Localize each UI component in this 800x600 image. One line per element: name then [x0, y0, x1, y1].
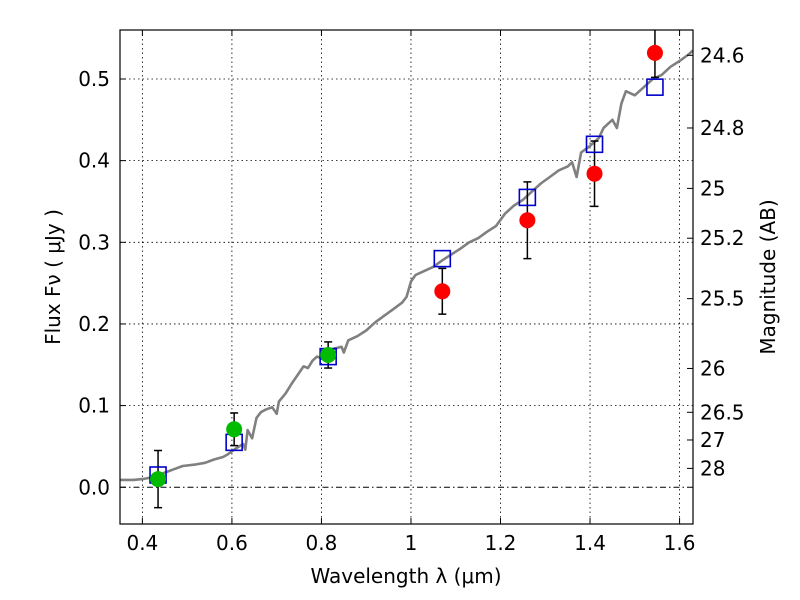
green-point: [320, 346, 337, 363]
green-point: [150, 471, 167, 488]
model-square: [646, 78, 664, 96]
data-marks: [149, 30, 664, 509]
x-tick-label: 1.6: [664, 531, 696, 555]
red-point: [434, 283, 451, 300]
model-square: [433, 249, 452, 268]
green-point: [226, 421, 243, 438]
x-axis-label: Wavelength λ (μm): [310, 564, 501, 588]
right-tick-label: 25: [700, 176, 725, 200]
x-tick-label: 1.2: [485, 531, 517, 555]
right-tick-label: 25.2: [700, 226, 745, 250]
red-point: [519, 212, 536, 229]
y-tick-label: 0.2: [78, 312, 110, 336]
model-square: [585, 135, 604, 154]
y-tick-label: 0.5: [78, 67, 110, 91]
right-axis-label: Magnitude (AB): [756, 199, 780, 354]
x-tick-label: 1.4: [574, 531, 606, 555]
y-tick-label: 0.0: [78, 475, 110, 499]
x-tick-label: 0.4: [126, 531, 158, 555]
y-tick-label: 0.1: [78, 394, 110, 418]
y-tick-label: 0.4: [78, 149, 110, 173]
model-spectrum-line: [120, 49, 693, 482]
plot-frame: [119, 29, 694, 525]
right-tick-label: 25.5: [700, 287, 745, 311]
right-tick-label: 26: [700, 356, 725, 380]
grid-lines: [120, 30, 693, 524]
axis-ticks: 0.4 0.6 0.8 1 1.2 1.4 1.6 0.0 0.1 0.2 0.3 0.4 0.5 24.…: [78, 30, 745, 555]
right-tick-label: 26.5: [700, 400, 745, 424]
y-axis-label: Flux Fν ( μJy ): [41, 209, 65, 345]
model-square: [518, 188, 537, 207]
red-point: [586, 165, 603, 182]
red-point: [646, 44, 663, 61]
right-tick-label: 27: [700, 428, 725, 452]
plot-background: [120, 30, 693, 524]
x-tick-label: 0.6: [216, 531, 248, 555]
x-tick-label: 1: [405, 531, 418, 555]
x-tick-label: 0.8: [306, 531, 338, 555]
right-tick-label: 24.8: [700, 116, 745, 140]
right-tick-label: 24.6: [700, 43, 745, 67]
y-tick-label: 0.3: [78, 230, 110, 254]
right-tick-label: 28: [700, 456, 725, 480]
